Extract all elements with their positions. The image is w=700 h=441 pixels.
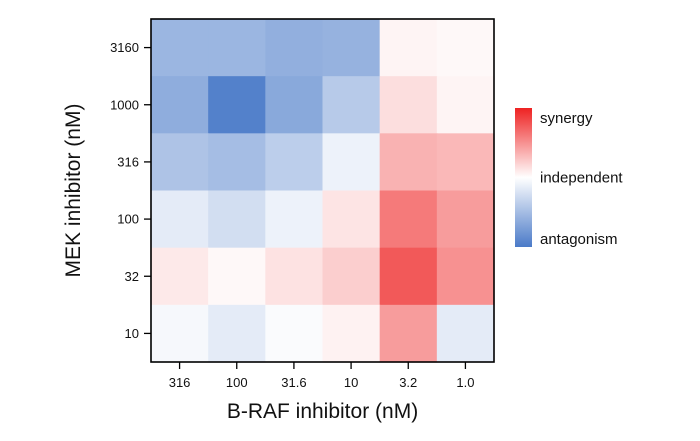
legend-label: antagonism xyxy=(540,231,618,248)
heatmap-cells xyxy=(151,19,495,363)
heatmap-cell xyxy=(151,19,209,77)
y-tick-label: 10 xyxy=(125,326,139,341)
heatmap-cell xyxy=(265,190,324,249)
heatmap-cell xyxy=(379,19,438,77)
x-tick-label: 31.6 xyxy=(281,375,306,390)
x-tick-label: 100 xyxy=(226,375,248,390)
heatmap-cell xyxy=(436,133,495,192)
heatmap-cell xyxy=(265,19,324,77)
heatmap-cell xyxy=(436,76,495,134)
legend-label: synergy xyxy=(540,110,593,127)
x-tick-label: 10 xyxy=(344,375,358,390)
y-tick-label: 316 xyxy=(117,154,139,169)
x-tick-label: 316 xyxy=(169,375,191,390)
heatmap-cell xyxy=(151,76,209,134)
heatmap-cell xyxy=(379,304,438,363)
x-tick-label: 3.2 xyxy=(399,375,417,390)
heatmap-cell xyxy=(322,19,381,77)
heatmap-cell xyxy=(379,190,438,249)
heatmap-cell xyxy=(322,133,381,192)
heatmap-cell xyxy=(322,304,381,363)
heatmap-cell xyxy=(379,247,438,306)
y-tick-label: 3160 xyxy=(110,40,139,55)
y-axis-title: MEK inhibitor (nM) xyxy=(62,104,85,278)
heatmap-cell xyxy=(436,247,495,306)
heatmap-cell xyxy=(265,304,324,363)
heatmap-cell xyxy=(208,76,266,134)
heatmap-cell xyxy=(208,133,266,192)
x-axis: 316 100 31.6 10 3.2 1.0 xyxy=(169,362,474,390)
heatmap-cell xyxy=(322,247,381,306)
y-axis: 3160 1000 316 100 32 10 xyxy=(110,40,151,341)
heatmap-cell xyxy=(208,190,266,249)
y-tick-label: 32 xyxy=(125,269,139,284)
heatmap-cell xyxy=(151,247,209,306)
heatmap-cell xyxy=(151,133,209,192)
heatmap-cell xyxy=(322,190,381,249)
legend-label: independent xyxy=(540,170,623,187)
heatmap-cell xyxy=(436,304,495,363)
heatmap-cell xyxy=(265,76,324,134)
heatmap-cell xyxy=(265,133,324,192)
x-axis-title: B-RAF inhibitor (nM) xyxy=(227,400,418,423)
heatmap-cell xyxy=(379,133,438,192)
heatmap-cell xyxy=(379,76,438,134)
heatmap-cell xyxy=(265,247,324,306)
color-legend: synergy independent antagonism xyxy=(515,108,623,248)
heatmap-cell xyxy=(151,190,209,249)
heatmap-cell xyxy=(322,76,381,134)
y-tick-label: 1000 xyxy=(110,97,139,112)
heatmap-cell xyxy=(436,19,495,77)
legend-labels: synergy independent antagonism xyxy=(540,110,623,248)
plot-frame xyxy=(150,18,495,363)
heatmap-cell xyxy=(208,247,266,306)
heatmap-cell xyxy=(208,19,266,77)
heatmap-cell xyxy=(151,304,209,363)
y-tick-label: 100 xyxy=(117,212,139,227)
heatmap-cell xyxy=(208,304,266,363)
heatmap-cell xyxy=(436,190,495,249)
legend-colorbar xyxy=(515,108,532,247)
x-tick-label: 1.0 xyxy=(456,375,474,390)
